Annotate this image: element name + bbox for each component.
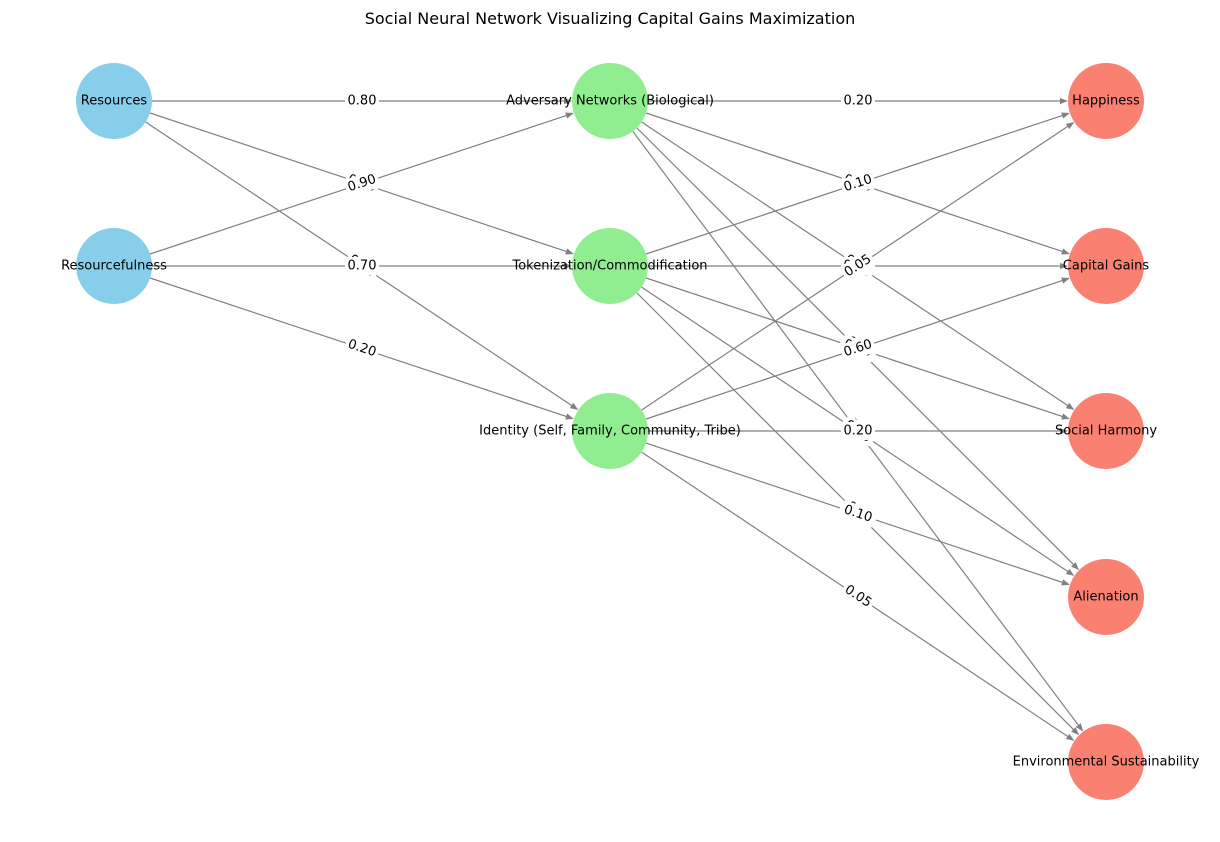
edge-label-tokenization-to-happiness: 0.10 bbox=[839, 169, 877, 198]
node-tokenization: Tokenization/Commodification bbox=[511, 228, 708, 304]
edge-label-background bbox=[841, 92, 875, 110]
edge-label-background bbox=[838, 579, 878, 614]
node-label: Happiness bbox=[1072, 94, 1140, 109]
node-identity: Identity (Self, Family, Community, Tribe… bbox=[479, 393, 741, 469]
edge-label-background bbox=[345, 257, 379, 275]
edge-weight-label: 0.70 bbox=[348, 259, 377, 274]
edge-label-identity-to-env_sustainability: 0.05 bbox=[838, 579, 878, 614]
node-label: Alienation bbox=[1073, 590, 1138, 605]
node-circle-output bbox=[1068, 559, 1144, 635]
edge-label-identity-to-happiness: 0.05 bbox=[838, 249, 878, 283]
node-env_sustainability: Environmental Sustainability bbox=[1013, 724, 1200, 800]
edge-weight-label: 0.80 bbox=[348, 94, 377, 109]
node-circle-hidden bbox=[572, 393, 648, 469]
edge-label-identity-to-social_harmony: 0.20 bbox=[841, 422, 875, 440]
edge-label-background bbox=[838, 249, 878, 283]
node-happiness: Happiness bbox=[1068, 63, 1144, 139]
node-label: Resources bbox=[81, 94, 148, 109]
node-circle-hidden bbox=[572, 228, 648, 304]
node-social_harmony: Social Harmony bbox=[1055, 393, 1157, 469]
node-circle-output bbox=[1068, 724, 1144, 800]
diagram-title: Social Neural Network Visualizing Capita… bbox=[365, 9, 856, 28]
node-circle-output bbox=[1068, 228, 1144, 304]
node-label: Social Harmony bbox=[1055, 424, 1157, 439]
edge-label-adversary-to-happiness: 0.20 bbox=[841, 92, 875, 110]
node-label: Identity (Self, Family, Community, Tribe… bbox=[479, 424, 741, 439]
edge-label-background bbox=[343, 169, 381, 198]
node-circle-hidden bbox=[572, 63, 648, 139]
node-label: Capital Gains bbox=[1063, 259, 1150, 274]
edge-weight-label: 0.20 bbox=[844, 424, 873, 439]
edge-label-background bbox=[839, 500, 877, 528]
node-circle-output bbox=[1068, 63, 1144, 139]
node-label: Tokenization/Commodification bbox=[511, 259, 707, 274]
edge-label-resourcefulness-to-identity: 0.20 bbox=[343, 334, 381, 363]
nodes-layer: Resources Resourcefulness Adversary Networ… bbox=[61, 63, 1200, 800]
edge-label-background bbox=[343, 334, 381, 363]
edge-weight-label: 0.20 bbox=[844, 94, 873, 109]
edge-label-background bbox=[841, 422, 875, 440]
node-circle-output bbox=[1068, 393, 1144, 469]
node-alienation: Alienation bbox=[1068, 559, 1144, 635]
edge-label-background bbox=[345, 92, 379, 110]
node-resourcefulness: Resourcefulness bbox=[61, 228, 167, 304]
edge-label-identity-to-alienation: 0.10 bbox=[839, 500, 877, 528]
node-label: Adversary Networks (Biological) bbox=[506, 94, 714, 109]
node-label: Resourcefulness bbox=[61, 259, 167, 274]
node-resources: Resources bbox=[76, 63, 152, 139]
edge-label-background bbox=[839, 169, 877, 198]
node-adversary: Adversary Networks (Biological) bbox=[506, 63, 714, 139]
node-label: Environmental Sustainability bbox=[1013, 755, 1200, 770]
edge-label-resourcefulness-to-adversary: 0.90 bbox=[343, 169, 381, 198]
edge-label-background bbox=[839, 334, 877, 363]
edge-labels-layer: 0.800.900.700.900.700.200.200.100.050.60… bbox=[342, 92, 878, 614]
node-circle-input bbox=[76, 228, 152, 304]
edge-label-resourcefulness-to-tokenization: 0.70 bbox=[345, 257, 379, 275]
node-capital_gains: Capital Gains bbox=[1063, 228, 1150, 304]
node-circle-input bbox=[76, 63, 152, 139]
edge-label-resources-to-adversary: 0.80 bbox=[345, 92, 379, 110]
edge-label-identity-to-capital_gains: 0.60 bbox=[839, 334, 877, 363]
